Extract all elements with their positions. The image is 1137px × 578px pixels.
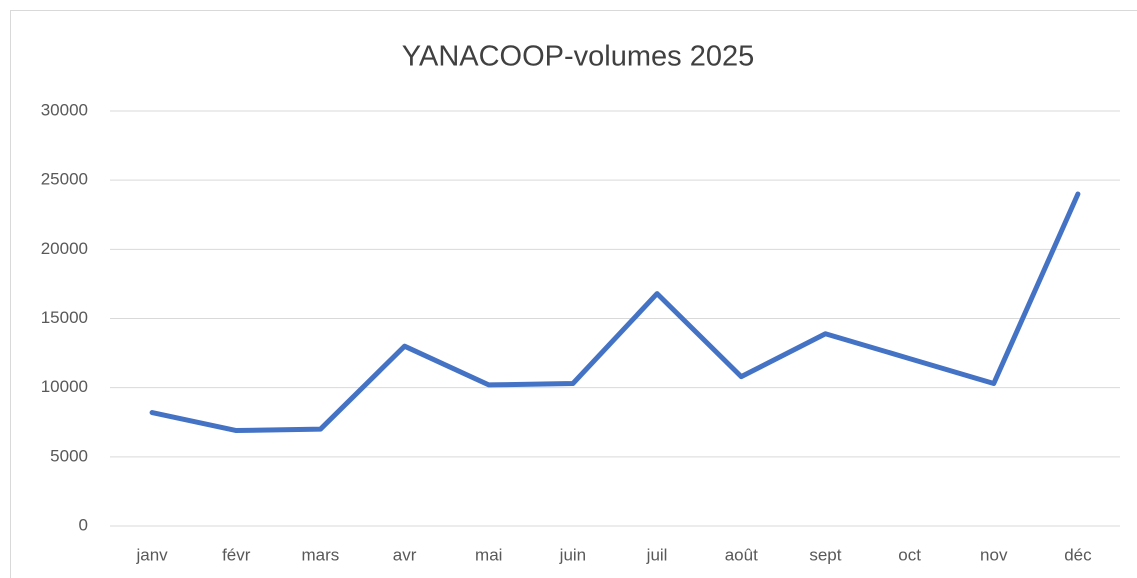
y-tick-label: 25000 bbox=[41, 170, 88, 189]
line-series bbox=[149, 191, 1081, 434]
y-tick-label: 30000 bbox=[41, 100, 88, 119]
y-tick-label: 10000 bbox=[41, 377, 88, 396]
x-tick-label: déc bbox=[1064, 545, 1092, 564]
x-tick-label: févr bbox=[222, 545, 251, 564]
x-tick-label: janv bbox=[135, 545, 168, 564]
chart-frame bbox=[10, 10, 1137, 578]
x-tick-label: juin bbox=[559, 545, 586, 564]
y-tick-label: 0 bbox=[79, 515, 88, 534]
x-tick-label: mars bbox=[302, 545, 340, 564]
x-tick-label: mai bbox=[475, 545, 502, 564]
x-tick-label: sept bbox=[809, 545, 841, 564]
y-tick-label: 20000 bbox=[41, 239, 88, 258]
x-tick-label: oct bbox=[898, 545, 921, 564]
x-tick-label: avr bbox=[393, 545, 417, 564]
y-tick-label: 15000 bbox=[41, 308, 88, 327]
chart-title: YANACOOP-volumes 2025 bbox=[402, 41, 754, 73]
x-tick-label: août bbox=[725, 545, 758, 564]
x-tick-label: juil bbox=[646, 545, 668, 564]
y-tick-label: 5000 bbox=[50, 446, 88, 465]
x-tick-label: nov bbox=[980, 545, 1008, 564]
